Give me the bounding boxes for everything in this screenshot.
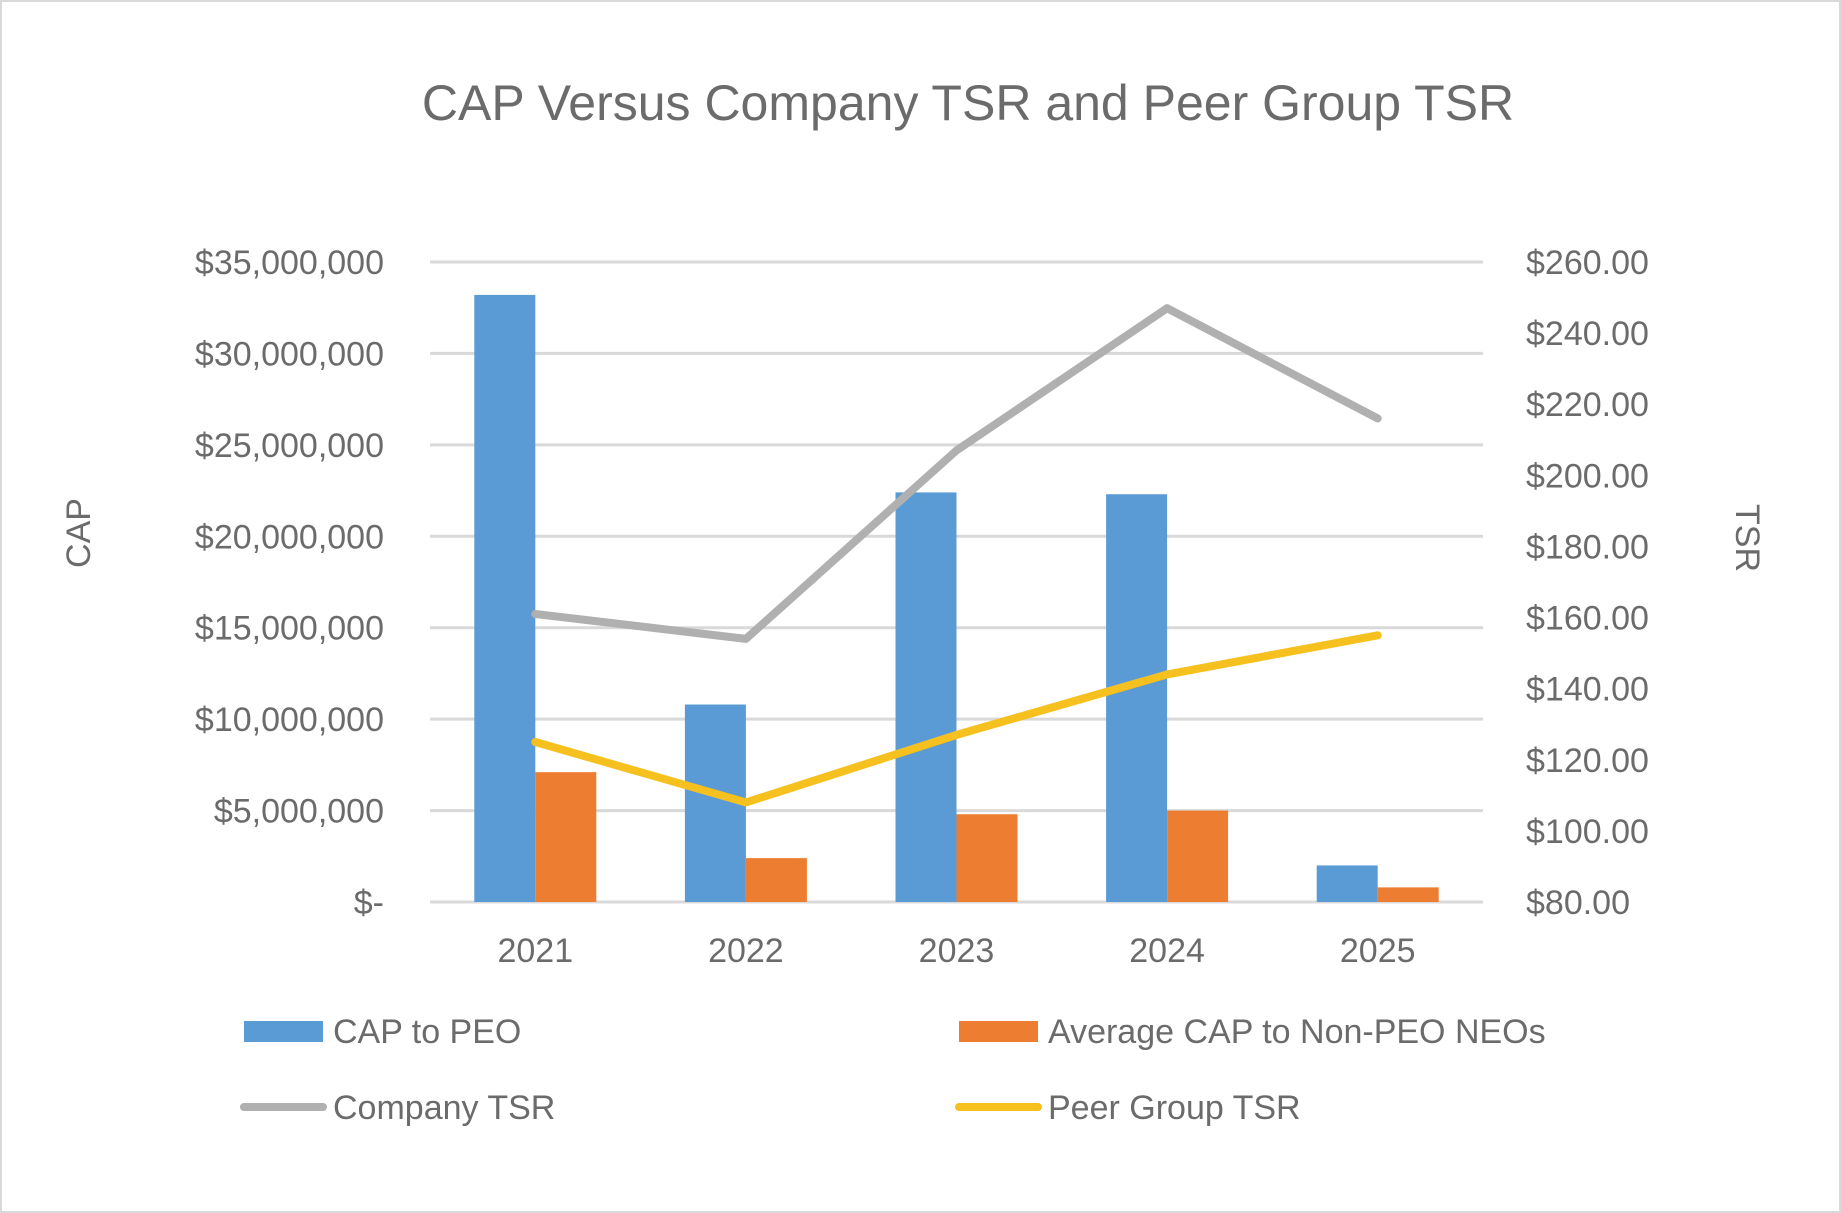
y2-tick-label: $160.00 — [1526, 600, 1649, 638]
legend-swatch — [959, 1021, 1038, 1042]
line-company-tsr — [531, 304, 1382, 643]
line-peer-group-tsr — [531, 631, 1382, 807]
y-tick-label: $35,000,000 — [195, 244, 384, 282]
x-tick-label: 2021 — [497, 932, 573, 970]
y2-tick-label: $180.00 — [1526, 528, 1649, 566]
legend-item-peer-group-tsr: Peer Group TSR — [955, 1089, 1301, 1127]
bar-cap-to-peo — [474, 294, 536, 902]
y-tick-label: $- — [354, 884, 384, 922]
y-tick-label: $10,000,000 — [195, 701, 384, 739]
legend-label: Company TSR — [333, 1089, 555, 1127]
lines — [531, 304, 1382, 807]
x-tick-labels: 2021 2022 2023 2024 2025 — [497, 932, 1415, 970]
y2-tick-label: $220.00 — [1526, 386, 1649, 424]
bar-cap-to-peo — [1316, 865, 1378, 902]
y2-tick-label: $140.00 — [1526, 671, 1649, 709]
y2-tick-label: $240.00 — [1526, 315, 1649, 353]
chart-title: CAP Versus Company TSR and Peer Group TS… — [422, 75, 1514, 131]
y-tick-label: $25,000,000 — [195, 427, 384, 465]
bar-cap-to-peo — [1106, 494, 1168, 902]
y-axis-label: CAP — [60, 498, 98, 568]
y-tick-label: $15,000,000 — [195, 610, 384, 648]
bar-average-cap-non-peo — [535, 772, 597, 902]
y2-axis-label: TSR — [1728, 504, 1766, 572]
x-tick-label: 2023 — [919, 932, 995, 970]
bar-cap-to-peo — [895, 492, 957, 902]
bar-average-cap-non-peo — [1167, 810, 1229, 902]
bar-average-cap-non-peo — [1377, 887, 1439, 902]
legend-item-company-tsr: Company TSR — [240, 1089, 555, 1127]
y-tick-label: $30,000,000 — [195, 335, 384, 373]
legend: CAP to PEO Average CAP to Non-PEO NEOs Com… — [240, 1013, 1546, 1127]
y-tick-label: $5,000,000 — [214, 793, 384, 831]
y2-tick-label: $80.00 — [1526, 884, 1630, 922]
y2-tick-label: $100.00 — [1526, 813, 1649, 851]
legend-swatch — [244, 1021, 323, 1042]
y2-tick-label: $200.00 — [1526, 457, 1649, 495]
y-tick-labels: $- $5,000,000 $10,000,000 $15,000,000 $20,00… — [195, 244, 384, 922]
legend-label: Average CAP to Non-PEO NEOs — [1048, 1013, 1546, 1051]
x-tick-label: 2025 — [1340, 932, 1416, 970]
legend-item-cap-to-peo: CAP to PEO — [244, 1013, 521, 1051]
x-tick-label: 2024 — [1129, 932, 1205, 970]
y2-tick-label: $260.00 — [1526, 244, 1649, 282]
y2-tick-label: $120.00 — [1526, 742, 1649, 780]
legend-label: CAP to PEO — [333, 1013, 521, 1051]
legend-item-average-cap-non-peo: Average CAP to Non-PEO NEOs — [959, 1013, 1546, 1051]
bar-average-cap-non-peo — [745, 858, 807, 902]
y2-tick-labels: $80.00 $100.00 $120.00 $140.00 $160.00 $180.0… — [1526, 244, 1649, 922]
x-tick-label: 2022 — [708, 932, 784, 970]
legend-label: Peer Group TSR — [1048, 1089, 1301, 1127]
bars — [474, 294, 1439, 902]
bar-average-cap-non-peo — [956, 814, 1018, 902]
y-tick-label: $20,000,000 — [195, 518, 384, 556]
